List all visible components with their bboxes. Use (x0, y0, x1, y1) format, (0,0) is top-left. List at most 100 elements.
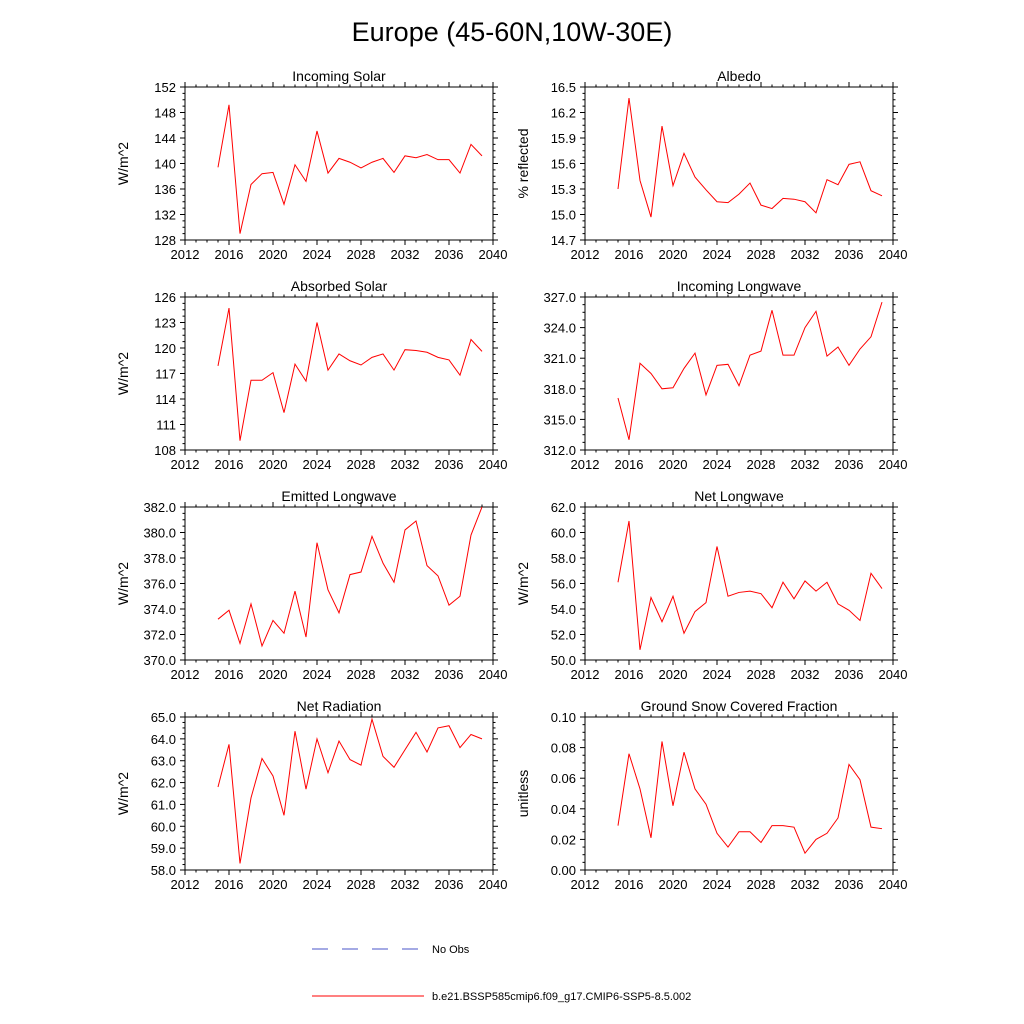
x-tick-label: 2016 (615, 247, 644, 262)
y-tick-label: 380.0 (143, 526, 176, 541)
y-tick-label: 312.0 (543, 443, 576, 458)
y-tick-label: 140 (154, 157, 176, 172)
y-axis-label: W/m^2 (515, 562, 531, 605)
x-tick-label: 2028 (747, 667, 776, 682)
plot-frame (184, 506, 494, 661)
y-axis-label: W/m^2 (115, 562, 131, 605)
x-tick-label: 2040 (879, 457, 908, 472)
series-line (617, 741, 883, 855)
panel-title: Net Radiation (297, 698, 382, 714)
y-axis-label: unitless (515, 770, 531, 817)
y-axis-label: % reflected (515, 128, 531, 198)
panel-title: Incoming Solar (292, 68, 386, 84)
x-tick-label: 2040 (879, 247, 908, 262)
panel-title: Incoming Longwave (677, 278, 802, 294)
y-tick-label: 126 (154, 290, 176, 305)
x-tick-label: 2020 (259, 457, 288, 472)
x-tick-label: 2036 (835, 247, 864, 262)
series-line (617, 520, 883, 650)
x-tick-label: 2020 (259, 877, 288, 892)
y-tick-label: 152 (154, 80, 176, 95)
x-tick-label: 2020 (659, 457, 688, 472)
y-tick-label: 58.0 (551, 551, 576, 566)
x-tick-label: 2020 (659, 877, 688, 892)
x-tick-label: 2020 (259, 667, 288, 682)
panel-net-radiation: Net Radiation 2012 2016 2020 2024 2028 2032 203… (115, 698, 507, 892)
y-tick-label: 372.0 (143, 628, 176, 643)
x-tick-label: 2016 (215, 877, 244, 892)
x-tick-label: 2040 (879, 877, 908, 892)
y-axis-label: W/m^2 (115, 772, 131, 815)
plot-frame (184, 86, 494, 241)
plot-frame (184, 716, 494, 871)
x-tick-label: 2036 (435, 247, 464, 262)
y-tick-label: 382.0 (143, 500, 176, 515)
x-tick-label: 2024 (303, 877, 332, 892)
panel-albedo: Albedo 2012 2016 2020 2024 2028 2032 2036 2040 14… (515, 68, 907, 262)
x-tick-label: 2012 (171, 667, 200, 682)
y-tick-label: 136 (154, 182, 176, 197)
y-tick-label: 52.0 (551, 628, 576, 643)
y-tick-label: 144 (154, 131, 176, 146)
x-tick-label: 2016 (215, 667, 244, 682)
panel-absorbed-solar: Absorbed Solar 2012 2016 2020 2024 2028 2032 20… (115, 278, 507, 472)
series-line (617, 97, 883, 218)
x-tick-label: 2036 (435, 667, 464, 682)
x-tick-label: 2012 (171, 457, 200, 472)
y-tick-label: 324.0 (543, 321, 576, 336)
x-tick-label: 2016 (615, 457, 644, 472)
x-tick-label: 2040 (479, 877, 508, 892)
y-tick-label: 0.02 (551, 832, 576, 847)
y-tick-label: 61.0 (151, 797, 176, 812)
y-tick-label: 376.0 (143, 577, 176, 592)
x-tick-label: 2012 (571, 457, 600, 472)
x-tick-label: 2024 (303, 667, 332, 682)
panel-ground-snow-covered-fraction: Ground Snow Covered Fraction 2012 2016 2020… (515, 698, 907, 892)
y-tick-label: 54.0 (551, 602, 576, 617)
y-tick-label: 56.0 (551, 577, 576, 592)
x-tick-label: 2040 (479, 247, 508, 262)
y-tick-label: 374.0 (143, 602, 176, 617)
x-tick-label: 2016 (615, 877, 644, 892)
x-tick-label: 2012 (571, 247, 600, 262)
x-tick-label: 2012 (571, 877, 600, 892)
x-tick-label: 2028 (747, 457, 776, 472)
y-tick-label: 114 (155, 392, 176, 407)
x-tick-label: 2036 (835, 457, 864, 472)
x-tick-label: 2032 (391, 877, 420, 892)
y-tick-label: 15.3 (551, 182, 576, 197)
x-tick-label: 2028 (347, 247, 376, 262)
y-tick-label: 0.10 (551, 710, 576, 725)
y-tick-label: 0.06 (551, 771, 576, 786)
x-tick-label: 2012 (171, 247, 200, 262)
y-tick-label: 59.0 (151, 841, 176, 856)
y-tick-label: 370.0 (143, 653, 176, 668)
y-tick-label: 327.0 (543, 290, 576, 305)
legend: No Obs b.e21.BSSP585cmip6.f09_g17.CMIP6-… (312, 944, 691, 1003)
y-axis-label: W/m^2 (115, 142, 131, 185)
legend-label-run: b.e21.BSSP585cmip6.f09_g17.CMIP6-SSP5-8.… (432, 991, 691, 1003)
panel-title: Absorbed Solar (291, 278, 388, 294)
panel-title: Ground Snow Covered Fraction (641, 698, 838, 714)
x-tick-label: 2024 (303, 457, 332, 472)
x-tick-label: 2024 (703, 457, 732, 472)
panel-net-longwave: Net Longwave 2012 2016 2020 2024 2028 2032 2036… (515, 488, 907, 682)
plot-frame (584, 716, 894, 871)
y-tick-label: 62.0 (551, 500, 576, 515)
x-tick-label: 2040 (879, 667, 908, 682)
panel-title: Albedo (717, 68, 761, 84)
panel-incoming-solar: Incoming Solar 2012 2016 2020 2024 2028 2032 20… (115, 68, 507, 262)
x-tick-label: 2036 (835, 877, 864, 892)
y-tick-label: 321.0 (543, 351, 576, 366)
y-tick-label: 15.9 (551, 131, 576, 146)
x-tick-label: 2016 (215, 247, 244, 262)
y-tick-label: 132 (154, 208, 176, 223)
x-tick-label: 2032 (391, 247, 420, 262)
x-tick-label: 2012 (571, 667, 600, 682)
y-tick-label: 16.2 (551, 106, 576, 121)
y-tick-label: 378.0 (143, 551, 176, 566)
x-tick-label: 2024 (703, 667, 732, 682)
y-tick-label: 0.00 (551, 863, 576, 878)
y-axis-label: W/m^2 (115, 352, 131, 395)
y-tick-label: 64.0 (151, 732, 176, 747)
